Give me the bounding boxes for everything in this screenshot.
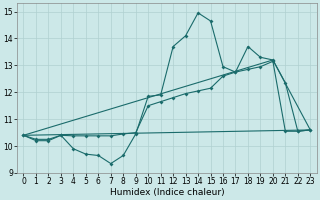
X-axis label: Humidex (Indice chaleur): Humidex (Indice chaleur) bbox=[109, 188, 224, 197]
